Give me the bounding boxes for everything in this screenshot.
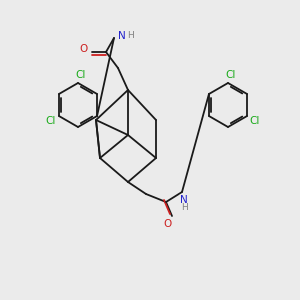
Text: Cl: Cl xyxy=(46,116,56,126)
Text: O: O xyxy=(163,219,171,229)
Text: H: H xyxy=(181,203,188,212)
Text: Cl: Cl xyxy=(250,116,260,126)
Text: O: O xyxy=(80,44,88,54)
Text: H: H xyxy=(127,32,134,40)
Text: Cl: Cl xyxy=(226,70,236,80)
Text: N: N xyxy=(180,195,188,205)
Text: Cl: Cl xyxy=(76,70,86,80)
Text: N: N xyxy=(118,31,126,41)
